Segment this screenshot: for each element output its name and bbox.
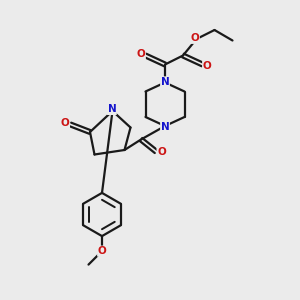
Text: O: O: [136, 49, 146, 59]
Text: O: O: [98, 246, 106, 256]
Text: N: N: [160, 77, 169, 87]
Text: O: O: [202, 61, 211, 71]
Text: O: O: [190, 33, 200, 43]
Text: N: N: [107, 104, 116, 115]
Text: O: O: [157, 147, 166, 157]
Text: N: N: [160, 122, 169, 132]
Text: O: O: [61, 118, 70, 128]
